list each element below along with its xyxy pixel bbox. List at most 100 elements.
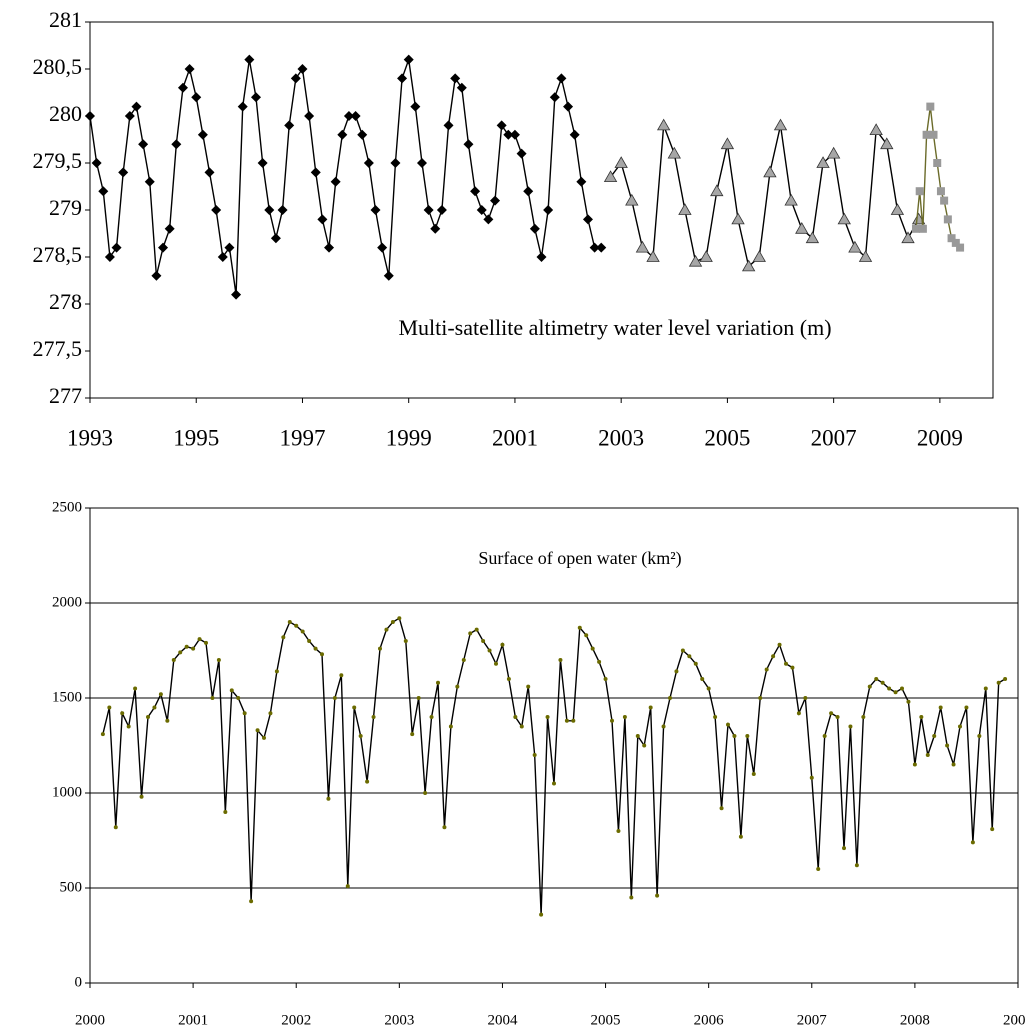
- marker: [91, 158, 102, 168]
- marker: [822, 734, 827, 738]
- marker: [242, 711, 247, 716]
- marker: [164, 223, 175, 234]
- marker: [229, 688, 234, 693]
- marker: [970, 840, 975, 845]
- marker: [549, 92, 560, 103]
- marker: [556, 73, 567, 84]
- marker: [842, 846, 846, 851]
- marker: [784, 193, 798, 206]
- marker: [111, 242, 122, 253]
- marker: [951, 762, 956, 767]
- marker: [964, 705, 969, 710]
- marker: [720, 137, 735, 150]
- marker: [577, 625, 582, 630]
- marker: [403, 54, 414, 65]
- marker: [922, 130, 931, 139]
- marker: [710, 184, 724, 197]
- marker: [277, 205, 288, 215]
- marker: [237, 101, 248, 112]
- marker: [365, 779, 370, 784]
- marker: [741, 259, 756, 272]
- marker: [337, 129, 348, 140]
- marker: [996, 680, 1001, 685]
- marker: [158, 242, 169, 253]
- marker: [752, 250, 766, 262]
- marker: [476, 205, 487, 215]
- marker: [890, 203, 905, 215]
- marker: [523, 186, 534, 197]
- marker: [532, 753, 537, 757]
- marker: [926, 102, 935, 111]
- marker: [784, 661, 788, 666]
- marker: [152, 705, 157, 710]
- marker: [848, 240, 862, 253]
- marker: [357, 129, 368, 140]
- marker: [738, 834, 743, 839]
- marker: [940, 196, 949, 205]
- x-tick-label: 1995: [173, 425, 219, 450]
- marker: [945, 743, 950, 748]
- marker: [224, 242, 235, 253]
- marker: [320, 652, 324, 657]
- marker: [933, 159, 942, 167]
- marker: [668, 696, 672, 700]
- marker: [339, 673, 344, 678]
- y-tick-label: 279,5: [33, 148, 83, 173]
- marker: [377, 242, 388, 253]
- marker: [324, 242, 335, 253]
- marker: [270, 233, 281, 244]
- marker: [120, 711, 125, 716]
- marker: [124, 111, 135, 121]
- marker: [545, 715, 550, 719]
- marker: [184, 644, 189, 649]
- marker: [416, 158, 427, 168]
- marker: [326, 796, 331, 801]
- marker: [893, 690, 898, 695]
- marker: [297, 64, 308, 74]
- x-tick-label: 2005: [704, 425, 750, 450]
- marker: [210, 696, 215, 700]
- marker: [350, 111, 361, 121]
- marker: [848, 724, 853, 729]
- marker: [906, 699, 911, 704]
- marker: [509, 129, 520, 140]
- marker: [455, 684, 460, 689]
- marker: [603, 170, 618, 183]
- marker: [500, 642, 505, 647]
- marker: [829, 711, 834, 716]
- marker: [646, 250, 660, 262]
- marker: [642, 743, 647, 748]
- marker: [983, 686, 988, 691]
- marker: [693, 661, 698, 666]
- marker: [332, 696, 337, 700]
- marker: [330, 176, 341, 187]
- marker: [614, 156, 628, 168]
- marker: [526, 684, 531, 689]
- marker: [139, 794, 144, 799]
- marker: [688, 254, 703, 267]
- marker: [911, 224, 920, 233]
- marker: [656, 118, 671, 131]
- annotation: Multi-satellite altimetry water level va…: [398, 315, 831, 340]
- marker: [429, 715, 434, 719]
- y-tick-label: 1500: [52, 689, 82, 705]
- marker: [430, 223, 441, 234]
- marker: [629, 895, 634, 900]
- marker: [569, 129, 580, 140]
- marker: [622, 715, 627, 719]
- marker: [165, 718, 170, 723]
- marker: [558, 658, 563, 662]
- marker: [977, 734, 982, 738]
- x-tick-label: 2005: [591, 1012, 621, 1028]
- marker: [151, 270, 162, 281]
- x-tick-label: 2007: [811, 425, 857, 450]
- marker: [371, 715, 376, 719]
- marker: [610, 718, 614, 723]
- marker: [687, 654, 692, 659]
- marker: [648, 705, 653, 710]
- marker: [287, 620, 292, 624]
- marker: [616, 829, 621, 833]
- marker: [146, 715, 150, 719]
- marker: [732, 734, 737, 738]
- marker: [816, 156, 830, 168]
